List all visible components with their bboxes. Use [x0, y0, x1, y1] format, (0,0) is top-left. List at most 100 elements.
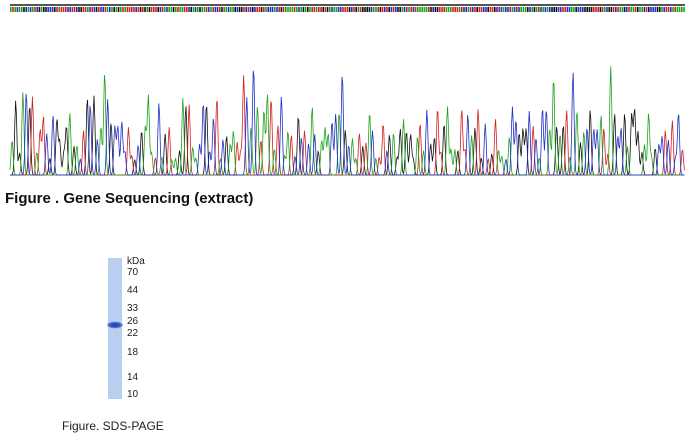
marker-label: 33 — [127, 303, 139, 314]
base-call — [601, 7, 604, 12]
base-call — [351, 7, 353, 12]
base-call — [441, 7, 443, 12]
base-call — [230, 7, 232, 12]
base-call — [395, 7, 397, 12]
base-call — [434, 7, 437, 12]
base-call — [300, 7, 302, 12]
base-call — [280, 7, 283, 12]
base-call — [430, 7, 432, 12]
base-call — [21, 7, 23, 12]
base-call — [249, 7, 252, 12]
base-call — [25, 7, 27, 12]
base-call — [157, 7, 159, 12]
base-call — [386, 7, 388, 12]
base-call — [194, 7, 197, 12]
base-call — [144, 7, 146, 12]
base-call — [32, 7, 34, 12]
base-call — [670, 7, 672, 12]
base-call — [29, 7, 32, 12]
base-call — [117, 7, 120, 12]
base-call — [287, 7, 289, 12]
base-call — [109, 7, 111, 12]
base-call — [87, 7, 89, 12]
base-call — [637, 7, 639, 12]
base-call — [478, 7, 481, 12]
base-call — [120, 7, 122, 12]
base-call — [502, 7, 505, 12]
base-call — [54, 7, 56, 12]
base-call — [535, 7, 538, 12]
base-call — [210, 7, 212, 12]
base-call — [318, 7, 320, 12]
base-call — [76, 7, 78, 12]
base-call — [406, 7, 408, 12]
base-call — [298, 7, 300, 12]
base-call — [78, 7, 80, 12]
base-call — [489, 7, 492, 12]
base-call — [203, 7, 206, 12]
base-call — [509, 7, 511, 12]
base-call — [313, 7, 316, 12]
base-call — [315, 7, 318, 12]
base-call — [205, 7, 208, 12]
base-call — [309, 7, 311, 12]
base-call — [221, 7, 223, 12]
base-call — [49, 7, 52, 12]
base-call — [659, 7, 661, 12]
marker-label: kDa — [127, 256, 145, 267]
base-call — [56, 7, 58, 12]
base-call — [456, 7, 459, 12]
base-call — [584, 7, 586, 12]
base-call — [621, 7, 624, 12]
base-call — [131, 7, 133, 12]
marker-label: 10 — [127, 389, 139, 400]
base-call — [540, 7, 542, 12]
base-call — [155, 7, 157, 12]
base-call — [454, 7, 456, 12]
base-call — [181, 7, 184, 12]
base-call — [168, 7, 170, 12]
base-call — [311, 7, 313, 12]
base-call — [461, 7, 463, 12]
base-call — [188, 7, 190, 12]
base-call — [645, 7, 648, 12]
base-call — [606, 7, 608, 12]
base-call — [267, 7, 269, 12]
base-call — [507, 7, 509, 12]
base-call — [390, 7, 393, 12]
base-call — [36, 7, 38, 12]
base-call — [150, 7, 153, 12]
base-call — [18, 7, 21, 12]
base-call — [412, 7, 415, 12]
base-call — [43, 7, 45, 12]
base-call — [388, 7, 390, 12]
base-call — [98, 7, 100, 12]
base-call — [102, 7, 104, 12]
chromatogram — [9, 4, 685, 176]
base-call — [379, 7, 382, 12]
base-call — [417, 7, 419, 12]
base-call — [93, 7, 96, 12]
base-call — [399, 7, 401, 12]
base-call — [359, 7, 362, 12]
base-call — [579, 7, 582, 12]
base-call — [546, 7, 549, 12]
base-call — [113, 7, 115, 12]
base-call — [661, 7, 663, 12]
base-call — [643, 7, 646, 12]
base-call — [291, 7, 294, 12]
base-call — [208, 7, 210, 12]
base-call — [362, 7, 364, 12]
base-call — [476, 7, 478, 12]
base-call — [271, 7, 274, 12]
base-call — [513, 7, 516, 12]
base-call — [445, 7, 448, 12]
base-call — [566, 7, 569, 12]
base-call — [577, 7, 580, 12]
base-call — [654, 7, 657, 12]
base-call — [170, 7, 173, 12]
trace — [10, 70, 685, 176]
base-call — [183, 7, 186, 12]
gel-lane — [108, 258, 122, 399]
base-call — [23, 7, 25, 12]
